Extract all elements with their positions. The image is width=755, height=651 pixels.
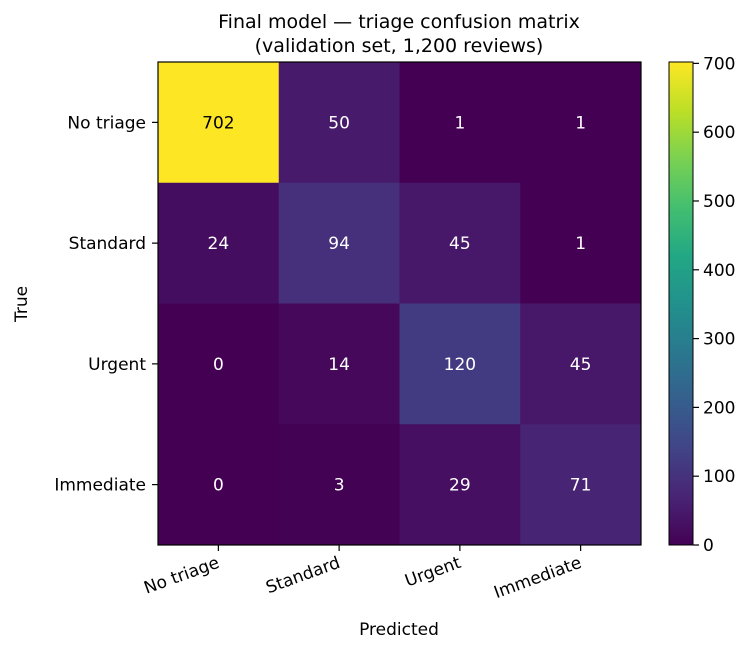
chart-title: Final model — triage confusion matrix <box>218 11 580 33</box>
cell-value-label: 45 <box>449 234 471 254</box>
x-tick-label: Standard <box>263 553 343 598</box>
heatmap-cell <box>158 62 280 184</box>
cell-value-label: 29 <box>449 476 471 496</box>
cell-value-label: 702 <box>202 113 234 133</box>
x-tick-label: No triage <box>141 553 222 599</box>
cell-value-label: 120 <box>444 355 476 375</box>
heatmap-cell <box>278 182 400 304</box>
cell-value-label: 45 <box>570 355 592 375</box>
heatmap-cell <box>520 182 642 304</box>
cell-value-label: 50 <box>328 113 350 133</box>
cell-value-label: 3 <box>334 476 345 496</box>
heatmap-cell <box>158 303 280 425</box>
chart-subtitle: (validation set, 1,200 reviews) <box>255 35 544 57</box>
heatmap-cell <box>278 303 400 425</box>
heatmap-cell <box>158 424 280 546</box>
colorbar <box>668 61 694 546</box>
heatmap-cell <box>399 424 521 546</box>
colorbar-tick-label: 600 <box>703 123 735 143</box>
cell-value-label: 1 <box>575 234 586 254</box>
cell-value-label: 1 <box>454 113 465 133</box>
colorbar-tick-label: 400 <box>703 261 735 281</box>
colorbar-tick-label: 200 <box>703 398 735 418</box>
y-tick-label: No triage <box>67 113 146 133</box>
heatmap-cells <box>158 62 642 546</box>
colorbar-tick-label: 100 <box>703 467 735 487</box>
x-axis-ticks: No triage Standard Urgent Immediate <box>141 545 584 603</box>
cell-value-label: 0 <box>213 476 224 496</box>
cell-value-label: 94 <box>328 234 350 254</box>
x-axis-label: Predicted <box>359 620 439 640</box>
heatmap-cell-labels: 702 50 1 1 24 94 45 1 0 14 120 45 0 3 29 71 <box>202 113 591 495</box>
colorbar-ticks: 0 100 200 300 400 500 600 700 <box>693 54 735 556</box>
cell-value-label: 1 <box>575 113 586 133</box>
x-tick-label: Urgent <box>402 553 463 592</box>
y-tick-label: Immediate <box>54 476 146 496</box>
heatmap-cell <box>278 424 400 546</box>
plot-frame <box>157 61 642 546</box>
heatmap-cell <box>520 62 642 184</box>
x-tick-label: Immediate <box>491 553 584 603</box>
cell-value-label: 24 <box>208 234 230 254</box>
heatmap-cell <box>399 62 521 184</box>
cell-value-label: 71 <box>570 476 592 496</box>
heatmap-cell <box>399 303 521 425</box>
heatmap-cell <box>520 424 642 546</box>
y-axis-label: True <box>12 286 32 323</box>
y-axis-ticks: No triage Standard Urgent Immediate <box>54 113 158 496</box>
colorbar-tick-label: 0 <box>703 536 714 556</box>
y-tick-label: Urgent <box>88 355 146 375</box>
y-tick-label: Standard <box>69 234 146 254</box>
colorbar-tick-label: 500 <box>703 192 735 212</box>
heatmap-cell <box>278 62 400 184</box>
cell-value-label: 0 <box>213 355 224 375</box>
heatmap-cell <box>158 182 280 304</box>
cell-value-label: 14 <box>328 355 350 375</box>
colorbar-tick-label: 700 <box>703 54 735 74</box>
heatmap-cell <box>399 182 521 304</box>
colorbar-tick-label: 300 <box>703 330 735 350</box>
heatmap-cell <box>520 303 642 425</box>
